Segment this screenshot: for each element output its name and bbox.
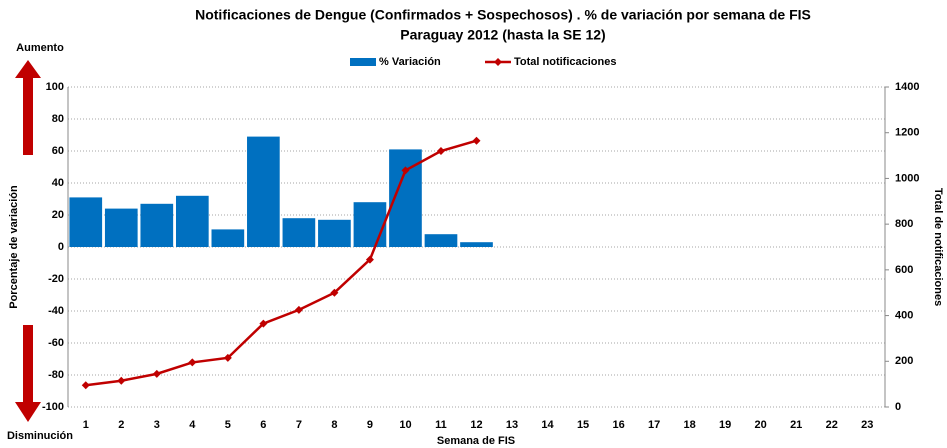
marker	[401, 166, 410, 175]
bar	[175, 195, 209, 247]
marker	[436, 147, 445, 155]
x-tick-label: 2	[118, 419, 124, 431]
y-tick-label: -80	[48, 369, 64, 381]
x-tick-label: 14	[541, 419, 554, 431]
x-tick-label: 21	[790, 419, 802, 431]
x-tick-label: 15	[577, 419, 589, 431]
x-tick-label: 9	[367, 419, 373, 431]
bar	[140, 203, 174, 247]
chart-subtitle: Paraguay 2012 (hasta la SE 12)	[400, 27, 605, 43]
marker	[188, 358, 197, 367]
y2-tick-label: 800	[895, 218, 913, 230]
y-tick-label: 80	[52, 113, 64, 125]
y2-tick-label: 1400	[895, 81, 919, 93]
bar	[69, 197, 103, 247]
marker	[223, 353, 232, 362]
y-tick-label: -100	[42, 401, 64, 413]
y-tick-label: -60	[48, 337, 64, 349]
annotation: Aumento	[16, 42, 64, 54]
legend-label: Total notificaciones	[514, 56, 616, 68]
y-axis-title: Porcentaje de variación	[8, 185, 20, 309]
bar	[104, 208, 138, 247]
x-tick-label: 10	[399, 419, 411, 431]
marker	[259, 319, 268, 328]
marker	[472, 136, 481, 145]
y-tick-label: 100	[46, 81, 64, 93]
x-tick-label: 12	[470, 419, 482, 431]
down-arrow	[15, 325, 41, 422]
y-tick-label: 20	[52, 209, 64, 221]
x-tick-label: 18	[684, 419, 696, 431]
marker	[294, 305, 303, 314]
x-tick-label: 11	[435, 419, 447, 431]
x-tick-label: 3	[154, 419, 160, 431]
y-tick-label: -20	[48, 273, 64, 285]
y2-tick-label: 600	[895, 264, 913, 276]
x-tick-label: 1	[83, 419, 89, 431]
x-tick-label: 22	[826, 419, 838, 431]
x-tick-label: 17	[648, 419, 660, 431]
marker	[152, 369, 161, 378]
bar	[282, 218, 316, 247]
x-tick-label: 19	[719, 419, 731, 431]
y-tick-label: 60	[52, 145, 64, 157]
bar	[424, 234, 458, 247]
x-tick-label: 4	[189, 419, 196, 431]
y2-tick-label: 0	[895, 401, 901, 413]
marker	[365, 255, 374, 264]
marker	[117, 376, 126, 385]
x-tick-label: 5	[225, 419, 231, 431]
x-tick-label: 6	[260, 419, 266, 431]
legend-label: % Variación	[379, 56, 441, 68]
legend-swatch	[494, 58, 502, 66]
x-tick-label: 7	[296, 419, 302, 431]
bar	[211, 229, 245, 247]
bar	[247, 136, 280, 247]
y2-tick-label: 1200	[895, 127, 919, 139]
y2-tick-label: 200	[895, 355, 913, 367]
marker	[81, 381, 90, 390]
legend-swatch	[350, 58, 376, 66]
line	[85, 139, 477, 387]
x-tick-label: 16	[612, 419, 624, 431]
y-tick-label: 0	[58, 241, 64, 253]
annotation: Disminución	[7, 430, 73, 442]
y2-tick-label: 1000	[895, 172, 919, 184]
x-tick-label: 8	[331, 419, 337, 431]
y2-tick-label: 400	[895, 309, 913, 321]
x-tick-label: 20	[755, 419, 767, 431]
bar	[318, 219, 351, 247]
bar	[353, 202, 387, 247]
marker	[330, 288, 339, 297]
bar	[460, 242, 493, 247]
up-arrow	[15, 60, 41, 155]
x-tick-label: 13	[506, 419, 518, 431]
x-axis-title: Semana de FIS	[437, 435, 515, 447]
x-tick-label: 23	[861, 419, 873, 431]
y-tick-label: -40	[48, 305, 64, 317]
y2-axis-title: Total de notificaciones	[932, 188, 944, 306]
y-tick-label: 40	[52, 177, 64, 189]
chart-title: Notificaciones de Dengue (Confirmados + …	[195, 7, 811, 23]
